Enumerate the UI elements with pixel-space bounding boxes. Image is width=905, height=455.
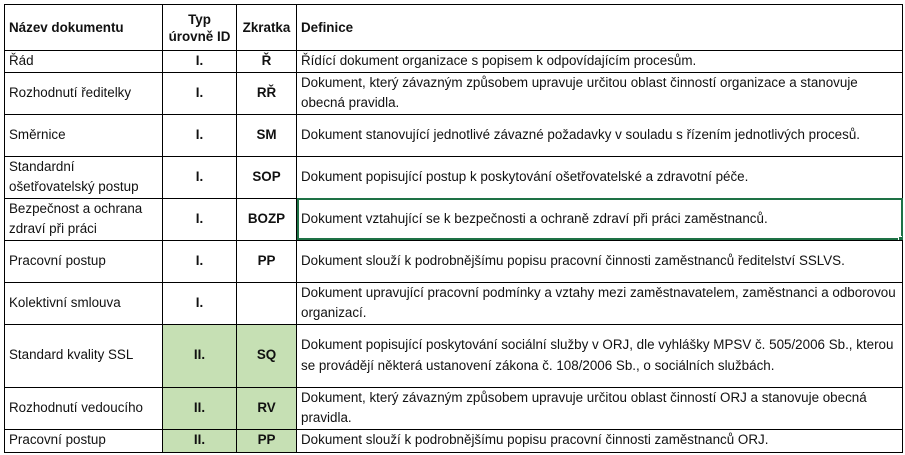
cell-definition[interactable]: Dokument, který závazným způsobem upravu… xyxy=(296,386,903,430)
cell-definition[interactable]: Dokument popisující poskytování sociální… xyxy=(296,323,903,388)
cell-definition[interactable]: Řídící dokument organizace s popisem k o… xyxy=(296,50,903,73)
cell-level[interactable]: I. xyxy=(162,281,237,325)
header-cell-name[interactable]: Název dokumentu xyxy=(4,4,163,51)
cell-abbr[interactable]: BOZP xyxy=(236,197,297,241)
cell-name[interactable]: Řád xyxy=(4,50,163,73)
cell-abbr[interactable]: SQ xyxy=(236,323,297,388)
table-row: Kolektivní smlouva I. Dokument upravujíc… xyxy=(4,281,903,325)
cell-level[interactable]: II. xyxy=(162,386,237,430)
header-cell-definition[interactable]: Definice xyxy=(296,4,903,51)
cell-definition[interactable]: Dokument slouží k podrobnějšímu popisu p… xyxy=(296,239,903,283)
cell-name[interactable]: Standardní ošetřovatelský postup xyxy=(4,155,163,199)
cell-name[interactable]: Standard kvality SSL xyxy=(4,323,163,388)
cell-name[interactable]: Pracovní postup xyxy=(4,428,163,453)
cell-definition[interactable]: Dokument upravující pracovní podmínky a … xyxy=(296,281,903,325)
cell-name[interactable]: Kolektivní smlouva xyxy=(4,281,163,325)
cell-level[interactable]: I. xyxy=(162,155,237,199)
header-cell-level[interactable]: Typ úrovně ID xyxy=(162,4,237,51)
cell-abbr[interactable]: PP xyxy=(236,428,297,453)
cell-name[interactable]: Bezpečnost a ochrana zdraví při práci xyxy=(4,197,163,241)
table-row: Pracovní postup I. PP Dokument slouží k … xyxy=(4,239,903,283)
cell-name[interactable]: Rozhodnutí vedoucího xyxy=(4,386,163,430)
cell-level[interactable]: I. xyxy=(162,239,237,283)
cell-definition[interactable]: Dokument, který závazným způsobem upravu… xyxy=(296,71,903,115)
cell-level[interactable]: I. xyxy=(162,50,237,73)
cell-name[interactable]: Rozhodnutí ředitelky xyxy=(4,71,163,115)
table-row: Rozhodnutí ředitelky I. RŘ Dokument, kte… xyxy=(4,71,903,115)
table-row: Bezpečnost a ochrana zdraví při práci I.… xyxy=(4,197,903,241)
table-row: Standard kvality SSL II. SQ Dokument pop… xyxy=(4,323,903,388)
header-row: Název dokumentu Typ úrovně ID Zkratka De… xyxy=(4,4,903,51)
cell-abbr[interactable]: SM xyxy=(236,113,297,157)
document-types-table: Název dokumentu Typ úrovně ID Zkratka De… xyxy=(4,4,903,453)
cell-name[interactable]: Pracovní postup xyxy=(4,239,163,283)
cell-level[interactable]: I. xyxy=(162,71,237,115)
cell-definition[interactable]: Dokument stanovující jednotlivé závazné … xyxy=(296,113,903,157)
cell-definition[interactable]: Dokument popisující postup k poskytování… xyxy=(296,155,903,199)
cell-abbr[interactable]: PP xyxy=(236,239,297,283)
table-row: Směrnice I. SM Dokument stanovující jedn… xyxy=(4,113,903,157)
cell-definition-text: Dokument vztahující se k bezpečnosti a o… xyxy=(301,210,768,226)
cell-abbr[interactable]: RV xyxy=(236,386,297,430)
table-row: Standardní ošetřovatelský postup I. SOP … xyxy=(4,155,903,199)
table-row: Pracovní postup II. PP Dokument slouží k… xyxy=(4,428,903,453)
table-row: Řád I. Ř Řídící dokument organizace s po… xyxy=(4,50,903,73)
cell-level[interactable]: II. xyxy=(162,428,237,453)
cell-level[interactable]: II. xyxy=(162,323,237,388)
cell-abbr[interactable] xyxy=(236,281,297,325)
cell-name[interactable]: Směrnice xyxy=(4,113,163,157)
cell-abbr[interactable]: Ř xyxy=(236,50,297,73)
fill-handle[interactable] xyxy=(898,235,902,239)
header-cell-abbr[interactable]: Zkratka xyxy=(236,4,297,51)
cell-definition-selected[interactable]: Dokument vztahující se k bezpečnosti a o… xyxy=(296,197,903,241)
cell-definition[interactable]: Dokument slouží k podrobnějšímu popisu p… xyxy=(296,428,903,453)
cell-abbr[interactable]: RŘ xyxy=(236,71,297,115)
cell-level[interactable]: I. xyxy=(162,197,237,241)
table-row: Rozhodnutí vedoucího II. RV Dokument, kt… xyxy=(4,386,903,430)
cell-level[interactable]: I. xyxy=(162,113,237,157)
cell-abbr[interactable]: SOP xyxy=(236,155,297,199)
